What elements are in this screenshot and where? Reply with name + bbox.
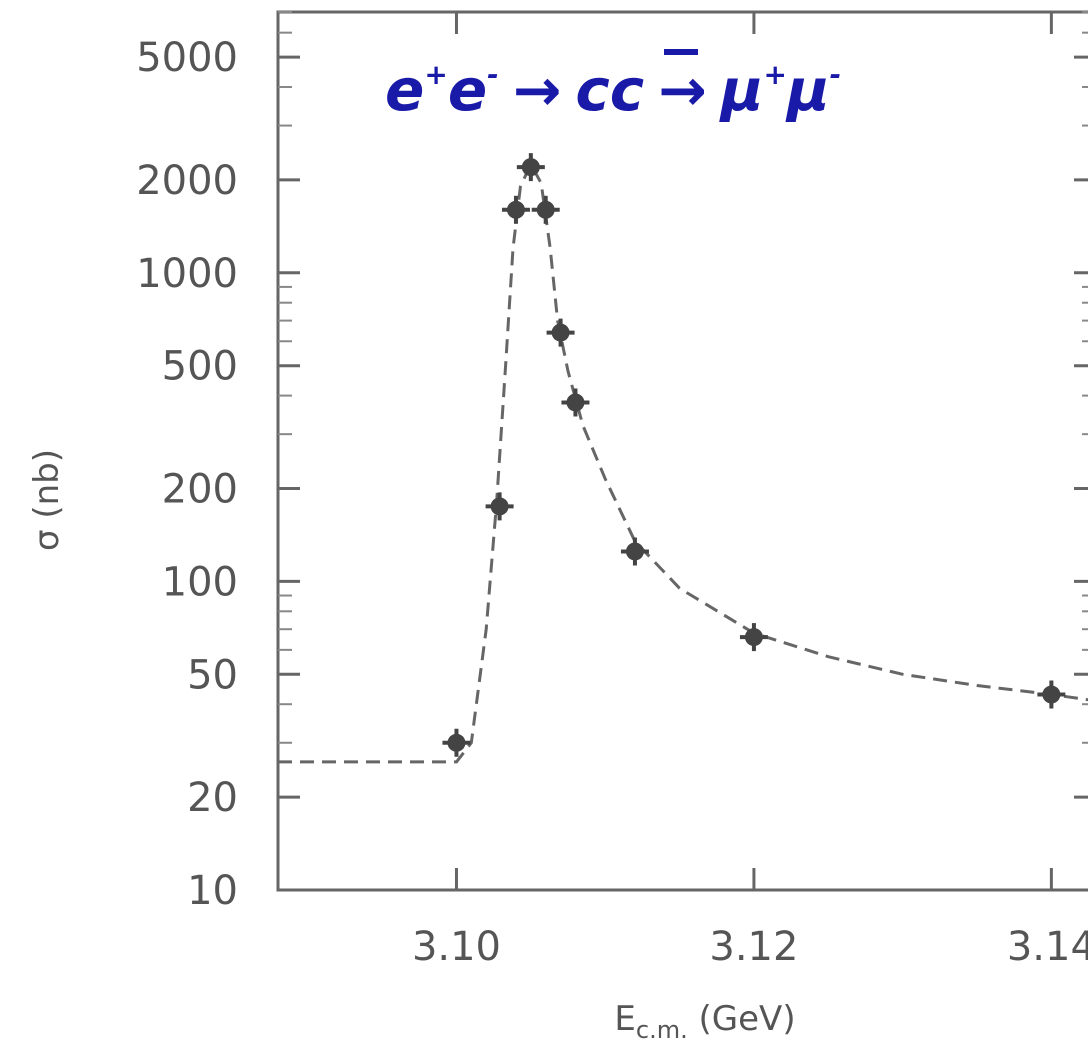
y-tick-label: 50 xyxy=(187,652,238,698)
title-mu1: μ xyxy=(719,56,764,124)
y-tick-label: 1000 xyxy=(136,251,238,297)
fit-curve xyxy=(278,160,1088,764)
data-point xyxy=(442,728,471,757)
data-point xyxy=(531,195,560,224)
title-muminus-sup: - xyxy=(830,58,842,91)
data-point-marker xyxy=(625,542,644,561)
title-e2: e xyxy=(448,56,487,124)
y-tick-label: 2000 xyxy=(136,158,238,204)
data-point xyxy=(516,153,545,182)
data-point xyxy=(1037,680,1066,709)
x-axis-title-subscript: c.m. xyxy=(636,1016,688,1044)
data-point-marker xyxy=(521,158,540,177)
x-tick-label: 3.10 xyxy=(412,924,501,970)
y-tick-label: 100 xyxy=(162,559,238,605)
y-tick-label: 20 xyxy=(187,775,238,821)
data-point xyxy=(546,318,575,347)
data-point xyxy=(485,492,514,521)
x-tick-label: 3.14 xyxy=(1007,924,1088,970)
x-axis-title: Ec.m. (GeV) xyxy=(614,999,795,1044)
title-cbar: c xyxy=(610,56,644,124)
minor-ticks xyxy=(278,11,1088,799)
title-eplus-sup: + xyxy=(424,58,447,91)
y-axis: 10 20 50 100 200 500 1000 2000 5000 xyxy=(136,35,1088,914)
y-tick-label: 5000 xyxy=(136,35,238,81)
x-axis: 3.10 3.12 3.14 xyxy=(412,12,1088,970)
data-point-marker xyxy=(506,200,525,219)
title-eminus-sup: - xyxy=(487,58,499,91)
data-point-marker xyxy=(566,393,585,412)
plot-frame xyxy=(276,10,1088,892)
y-tick-label: 500 xyxy=(162,344,238,390)
data-point-marker xyxy=(744,628,763,647)
data-point-marker xyxy=(447,733,466,752)
data-point xyxy=(501,195,530,224)
data-point xyxy=(561,388,590,417)
title-arrow1: → xyxy=(513,56,562,124)
data-points xyxy=(442,153,1066,757)
title-e1: e xyxy=(385,56,424,124)
x-axis-title-units: (GeV) xyxy=(699,999,796,1039)
title-c: c xyxy=(575,56,609,124)
data-point-marker xyxy=(490,497,509,516)
data-point-marker xyxy=(551,323,570,342)
x-tick-label: 3.12 xyxy=(709,924,798,970)
y-tick-label: 10 xyxy=(187,868,238,914)
x-axis-title-main: E xyxy=(614,999,635,1039)
y-axis-title: σ (nb) xyxy=(27,449,67,551)
y-tick-label: 200 xyxy=(162,467,238,513)
data-point xyxy=(620,537,649,566)
data-point-marker xyxy=(536,200,555,219)
data-point-marker xyxy=(1042,685,1061,704)
data-point xyxy=(739,623,768,652)
title-muplus-sup: + xyxy=(763,58,786,91)
title-arrow2: → xyxy=(658,56,707,124)
chart-title: e+e- → cc → μ+μ- xyxy=(385,56,841,124)
title-mu2: μ xyxy=(785,56,830,124)
